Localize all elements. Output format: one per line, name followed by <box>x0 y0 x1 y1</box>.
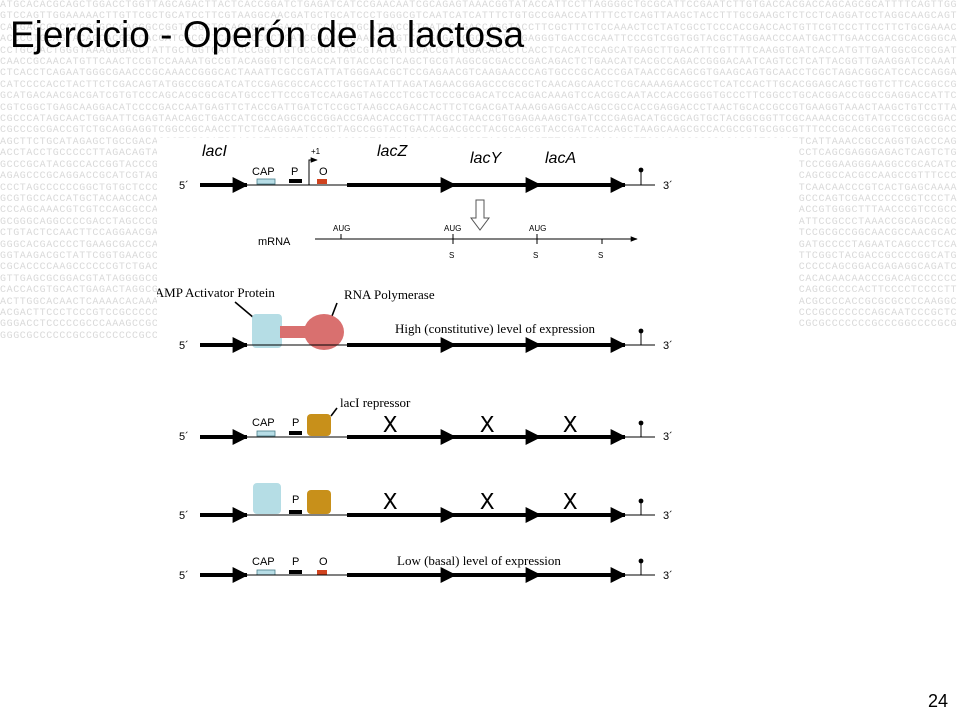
repressor-label: lacI repressor <box>340 395 411 410</box>
mrna-label: mRNA <box>258 236 291 248</box>
panel-high-expression: cAMP Activator Protein RNA Polymerase Hi… <box>157 285 673 353</box>
gene-label-laci: lacI <box>202 143 227 160</box>
stop-label-2: S <box>533 251 538 260</box>
plus-one-label: +1 <box>311 147 321 156</box>
terminator-dot-low <box>638 558 644 564</box>
operon-diagram-panel: lacI lacZ lacY lacA +1 CAP P O 5´ 3´ <box>157 138 798 590</box>
promoter-box-rep <box>289 431 302 435</box>
repressor-pointer-line <box>330 407 338 417</box>
x-mark-lacz-cap: X <box>383 490 397 517</box>
cap-label-low: CAP <box>252 556 275 568</box>
promoter-label-low: P <box>292 556 299 568</box>
five-prime-label-high: 5´ <box>179 340 189 352</box>
three-prime-label-cap-rep: 3´ <box>663 510 673 522</box>
panel-cap-and-repressor: P X X X 5´ 3´ <box>179 483 673 523</box>
rna-polymerase-blob <box>304 314 344 350</box>
x-mark-laca-rep: X <box>563 413 577 440</box>
three-prime-label-low: 3´ <box>663 570 673 582</box>
polymerase-link <box>280 326 310 338</box>
five-prime-label-rep: 5´ <box>179 431 189 443</box>
cap-protein-label: cAMP Activator Protein <box>157 285 275 300</box>
promoter-box-cap-rep <box>289 510 302 514</box>
gene-label-laca: lacA <box>545 150 576 167</box>
promoter-box <box>289 179 302 183</box>
page-number: 24 <box>927 691 948 711</box>
aug-label-1: AUG <box>333 224 350 233</box>
five-prime-label-low: 5´ <box>179 570 189 582</box>
rna-polymerase-label: RNA Polymerase <box>344 287 435 302</box>
cap-label-rep: CAP <box>252 417 275 429</box>
top-operon-map: lacI lacZ lacY lacA +1 CAP P O 5´ 3´ <box>179 143 673 260</box>
aug-label-2: AUG <box>444 224 461 233</box>
polymerase-pointer-line <box>331 302 338 317</box>
transcription-start-arrow <box>308 157 318 185</box>
panel-repressor: lacI repressor CAP P X X X 5´ 3´ <box>179 395 673 445</box>
gene-label-lacz: lacZ <box>377 143 408 160</box>
promoter-label: P <box>291 166 298 178</box>
operator-label-low: O <box>319 556 328 568</box>
panel-low-expression: CAP P O Low (basal) level of expression … <box>179 553 673 583</box>
high-expression-text: High (constitutive) level of expression <box>395 321 596 336</box>
cap-site-box <box>256 178 276 185</box>
five-prime-label-cap-rep: 5´ <box>179 510 189 522</box>
operator-box <box>317 179 327 184</box>
laci-repressor <box>307 414 331 436</box>
aug-label-3: AUG <box>529 224 546 233</box>
stop-label-3: S <box>598 251 603 260</box>
laci-repressor-2 <box>307 490 331 514</box>
promoter-label-cap-rep: P <box>292 494 299 506</box>
stop-label-1: S <box>449 251 454 260</box>
x-mark-laca-cap: X <box>563 490 577 517</box>
operon-diagram: lacI lacZ lacY lacA +1 CAP P O 5´ 3´ <box>157 143 673 583</box>
three-prime-label: 3´ <box>663 180 673 192</box>
terminator-dot-rep <box>638 420 644 426</box>
five-prime-label: 5´ <box>179 180 189 192</box>
cap-pointer-line <box>234 301 255 319</box>
cap-activator-protein <box>252 314 282 348</box>
slide-title: Ejercicio - Operón de la lactosa <box>10 14 525 55</box>
terminator-dot-cap-rep <box>638 498 644 504</box>
operator-box-low <box>317 570 327 575</box>
terminator-dot <box>638 167 644 173</box>
gene-label-lacy: lacY <box>470 150 502 167</box>
x-mark-lacy-rep: X <box>480 413 494 440</box>
x-mark-lacz-rep: X <box>383 413 397 440</box>
three-prime-label-rep: 3´ <box>663 431 673 443</box>
x-mark-lacy-cap: X <box>480 490 494 517</box>
three-prime-label-high: 3´ <box>663 340 673 352</box>
cap-site-box-rep <box>256 430 276 437</box>
low-expression-text: Low (basal) level of expression <box>397 553 561 568</box>
cap-site-box-low <box>256 569 276 576</box>
cap-activator-protein-2 <box>253 483 281 514</box>
translation-down-arrow <box>470 199 490 231</box>
terminator-dot-high <box>638 328 644 334</box>
cap-label: CAP <box>252 166 275 178</box>
operator-label: O <box>319 166 328 178</box>
promoter-box-low <box>289 570 302 574</box>
promoter-label-rep: P <box>292 417 299 429</box>
